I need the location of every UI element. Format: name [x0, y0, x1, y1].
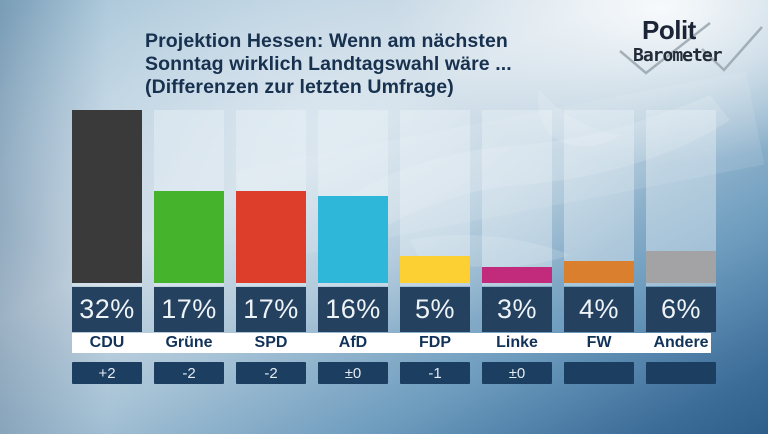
diff-box-spd: -2	[236, 362, 306, 384]
value-label-cdu: 32%	[72, 287, 142, 332]
checkmark-zigzag-icon	[619, 22, 763, 75]
diff-box-cdu: +2	[72, 362, 142, 384]
bar-andere	[646, 251, 716, 283]
bar-cdu	[72, 110, 142, 283]
party-label-andere: Andere	[653, 334, 709, 351]
title-line-3: (Differenzen zur letzten Umfrage)	[145, 76, 454, 98]
value-label-gruene: 17%	[154, 287, 224, 332]
column-fw: 4% FW	[564, 0, 634, 434]
bar-gruene	[154, 191, 224, 283]
party-label-fw: FW	[586, 334, 612, 351]
bar-track	[72, 110, 142, 286]
bar-linke	[482, 267, 552, 283]
diff-box-andere	[646, 362, 716, 384]
party-name-band	[72, 333, 711, 353]
diff-box-fw	[564, 362, 634, 384]
title-line-1: Projektion Hessen: Wenn am nächsten	[145, 30, 508, 52]
diff-box-afd: ±0	[318, 362, 388, 384]
bar-track	[646, 110, 716, 286]
column-spd: 17% SPD -2	[236, 0, 306, 434]
column-fdp: 5% FDP -1	[400, 0, 470, 434]
value-label-andere: 6%	[646, 287, 716, 332]
bar-afd	[318, 196, 388, 283]
bar-track	[482, 110, 552, 286]
column-gruene: 17% Grüne -2	[154, 0, 224, 434]
column-afd: 16% AfD ±0	[318, 0, 388, 434]
party-label-fdp: FDP	[419, 334, 451, 351]
logo-text-polit: Polit	[642, 15, 696, 45]
bar-track	[400, 110, 470, 286]
party-label-gruene: Grüne	[165, 334, 213, 351]
logo-text-barometer: Barometer	[633, 45, 723, 66]
bar-spd	[236, 191, 306, 283]
value-label-linke: 3%	[482, 287, 552, 332]
bar-track	[318, 110, 388, 286]
value-label-fdp: 5%	[400, 287, 470, 332]
politbarometer-logo: Polit Barometer	[618, 15, 766, 81]
diff-box-fdp: -1	[400, 362, 470, 384]
value-label-spd: 17%	[236, 287, 306, 332]
party-label-cdu: CDU	[89, 334, 125, 351]
party-label-linke: Linke	[496, 334, 538, 351]
column-andere: 6% Andere	[646, 0, 716, 434]
diff-box-linke: ±0	[482, 362, 552, 384]
bar-track	[154, 110, 224, 286]
chart-title: Projektion Hessen: Wenn am nächsten Sonn…	[145, 30, 512, 99]
party-label-afd: AfD	[338, 334, 368, 351]
bar-fdp	[400, 256, 470, 283]
party-label-spd: SPD	[254, 334, 288, 351]
value-label-fw: 4%	[564, 287, 634, 332]
column-linke: 3% Linke ±0	[482, 0, 552, 434]
bar-fw	[564, 261, 634, 283]
value-label-afd: 16%	[318, 287, 388, 332]
diff-box-gruene: -2	[154, 362, 224, 384]
column-cdu: 32% CDU +2	[72, 0, 142, 434]
bar-track	[564, 110, 634, 286]
title-line-2: Sonntag wirklich Landtagswahl wäre ...	[145, 53, 512, 75]
bar-track	[236, 110, 306, 286]
